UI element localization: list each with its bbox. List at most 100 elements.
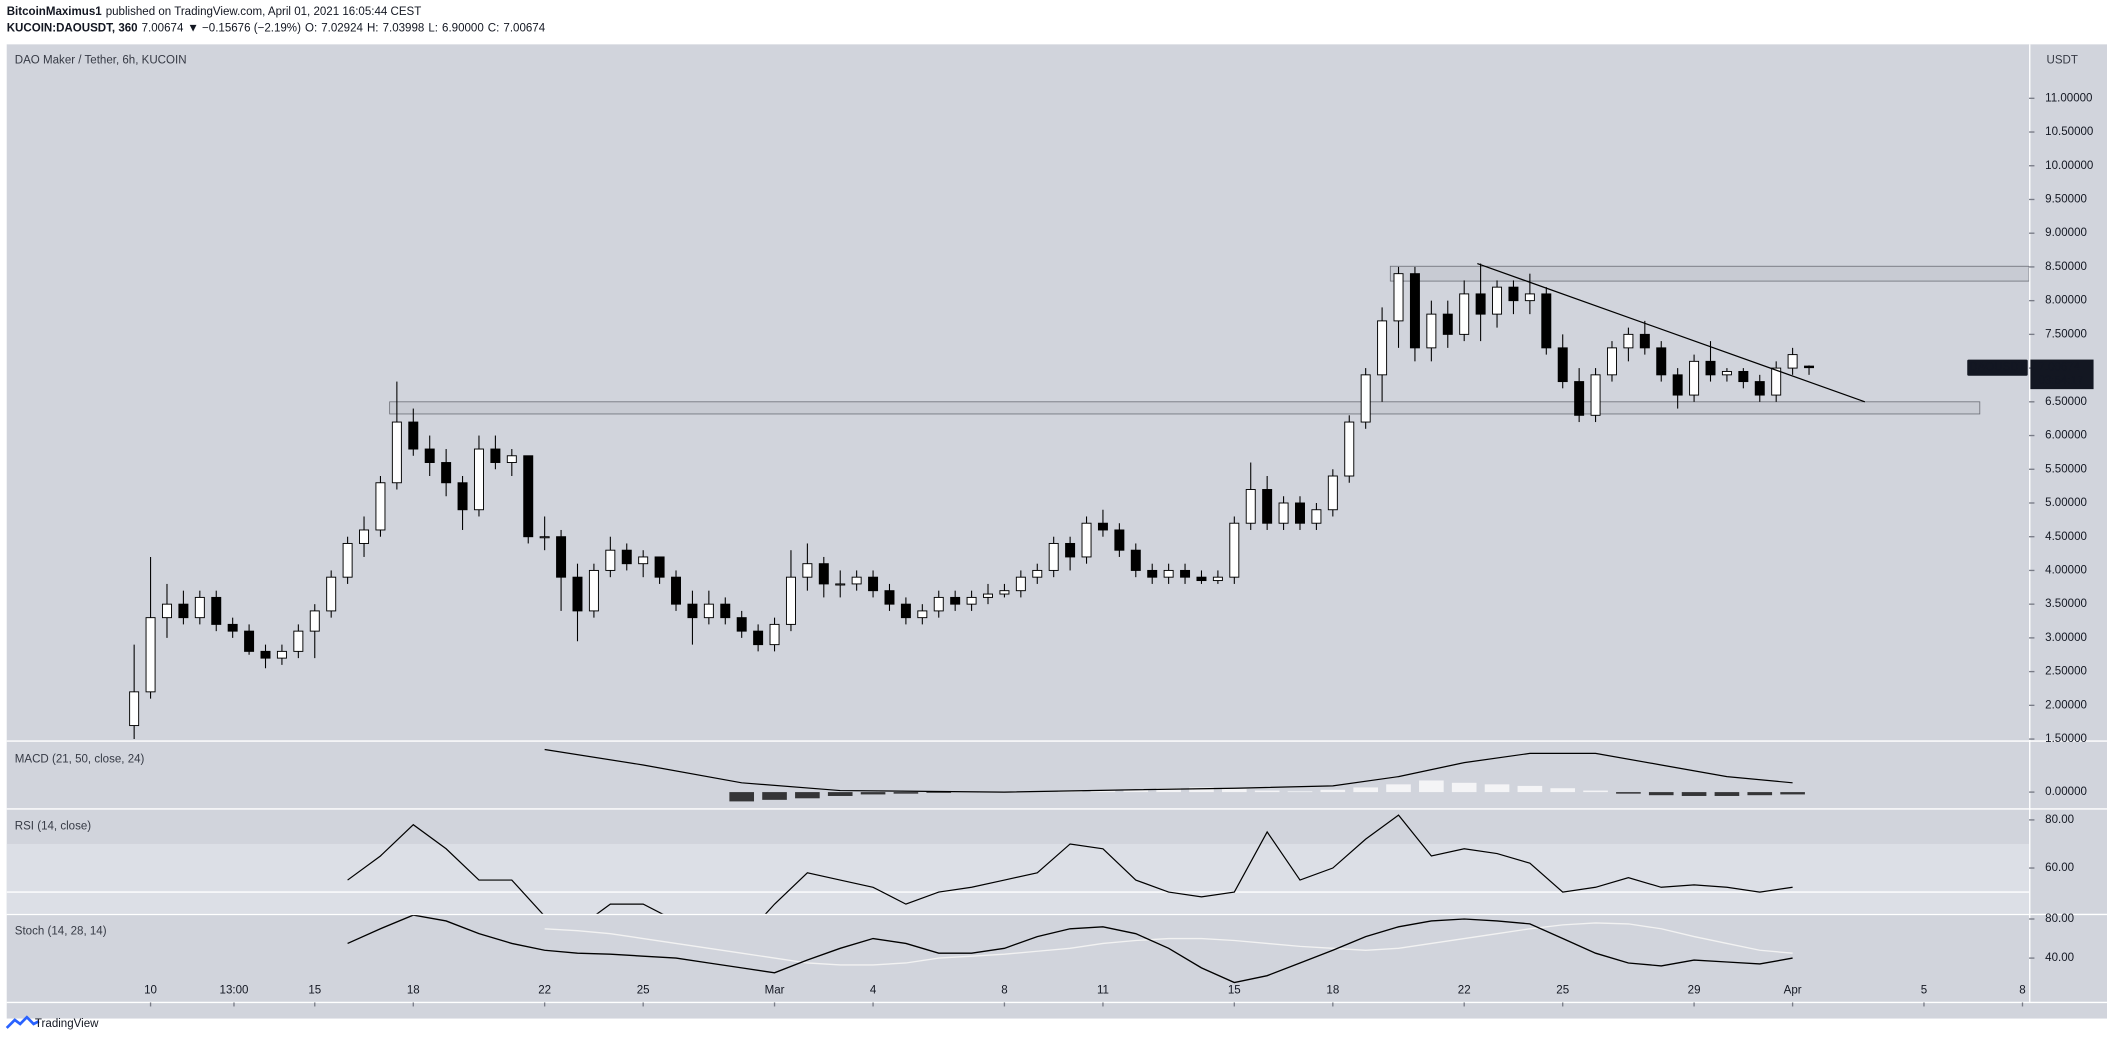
candle-body: [1360, 374, 1371, 423]
candle-body: [260, 650, 271, 659]
histogram-bar: [1484, 784, 1510, 793]
symbol-label: DAOUSDT: [1969, 362, 2025, 374]
x-tick-label: 25: [1556, 984, 1569, 996]
candle-body: [1442, 313, 1453, 335]
histogram-bar: [1616, 792, 1641, 794]
candle-body: [1475, 293, 1486, 315]
symbol-label-box: [1967, 359, 2028, 376]
y-tick-label: 6.00000: [2045, 430, 2087, 442]
x-tick-label: 11: [1097, 984, 1109, 996]
y-tick-label: 5.00000: [2045, 497, 2087, 509]
y-tick-label: 8.00000: [2045, 295, 2087, 307]
candle-body: [556, 536, 567, 578]
candle-body: [753, 630, 764, 646]
chart-title: DAO Maker / Tether, 6h, KUCOIN: [15, 55, 187, 67]
histogram-bar: [729, 792, 755, 802]
histogram-bar: [795, 792, 820, 799]
candle-body: [326, 576, 337, 612]
macd-line: [544, 748, 1793, 793]
x-tick-label: 5: [1921, 984, 1927, 996]
candle-body: [1459, 293, 1470, 335]
y-tick-label: 4.50000: [2045, 531, 2087, 543]
histogram-bar: [1254, 790, 1280, 793]
x-tick-label: 22: [538, 984, 551, 996]
candle-body: [1721, 370, 1732, 376]
histogram-bar: [1189, 787, 1214, 793]
y-tick-label: 5.50000: [2045, 463, 2087, 475]
candle-body: [1327, 475, 1338, 511]
zone: [389, 401, 1981, 415]
pane-title: RSI (14, close): [15, 820, 92, 832]
candle-body: [1771, 367, 1782, 396]
candle-body: [293, 630, 304, 652]
candle-body: [950, 596, 961, 605]
candle-body: [983, 593, 993, 598]
candle-body: [1492, 286, 1503, 315]
price-change: ▼ −0.15676 (−2.19%): [187, 22, 301, 34]
y-tick-label: 11.00000: [2045, 92, 2092, 104]
x-tick-label: 22: [1458, 984, 1471, 996]
candle-body: [1426, 313, 1437, 349]
x-tick-label: 8: [2019, 984, 2025, 996]
candle-body: [1754, 381, 1765, 396]
histogram-bar: [1320, 789, 1346, 793]
candle-body: [1278, 502, 1289, 524]
y-tick-label: 2.50000: [2045, 666, 2087, 678]
candle-body: [441, 462, 452, 484]
x-tick-label: 18: [407, 984, 420, 996]
stoch-line: [544, 922, 1793, 966]
candle-body: [851, 576, 862, 585]
price-label-box: [2030, 359, 2094, 390]
candle-body: [129, 691, 140, 727]
candle-body: [621, 549, 632, 565]
histogram-bar: [1386, 784, 1411, 793]
candle-body: [884, 590, 895, 605]
candle-body: [671, 576, 682, 605]
candle-body: [966, 596, 977, 605]
candle-body: [720, 603, 731, 619]
candle-body: [473, 448, 484, 511]
ohlc-label: O:: [305, 22, 317, 34]
histogram-bar: [1714, 792, 1740, 796]
histogram-bar: [1090, 790, 1116, 793]
candle-body: [1738, 370, 1749, 383]
candle-body: [1705, 360, 1716, 376]
ohlc-label: C:: [488, 22, 500, 34]
histogram-bar: [893, 792, 919, 794]
x-tick-label: 15: [1228, 984, 1241, 996]
candle-body: [178, 603, 189, 619]
candle-body: [1787, 354, 1798, 369]
histogram-bar: [1156, 788, 1181, 793]
candle-body: [588, 569, 599, 612]
histogram-bar: [1681, 792, 1707, 796]
y-tick-label: 60.00: [2045, 862, 2074, 874]
price-label: 7.00674: [2038, 362, 2080, 374]
ohlc-value: 7.00674: [503, 22, 545, 34]
candle-body: [211, 596, 222, 625]
x-tick-label: Apr: [1784, 984, 1802, 996]
symbol: KUCOIN:DAOUSDT, 360: [7, 22, 138, 34]
candle-body: [1590, 374, 1601, 416]
y-tick-label: 7.50000: [2045, 328, 2087, 340]
histogram-bar: [827, 792, 853, 796]
ohlc-value: 7.03998: [383, 22, 425, 34]
candle-body: [1606, 347, 1617, 376]
x-tick-label: 8: [1001, 984, 1007, 996]
candle-body: [1114, 529, 1125, 551]
candle-body: [605, 549, 616, 571]
histogram-bar: [1451, 782, 1477, 793]
candle-body: [1097, 522, 1108, 531]
stoch-pane: [347, 915, 1793, 984]
candle-body: [1262, 489, 1273, 524]
candle-body: [276, 650, 287, 659]
candle-body: [1311, 509, 1322, 524]
candle-body: [1409, 273, 1420, 349]
candle-body: [391, 421, 402, 484]
candle-body: [1508, 286, 1519, 302]
author: BitcoinMaximus1: [7, 6, 103, 18]
candle-body: [1065, 542, 1076, 558]
candle-body: [408, 421, 419, 450]
candle-body: [539, 536, 550, 539]
histogram-bar: [762, 792, 787, 800]
